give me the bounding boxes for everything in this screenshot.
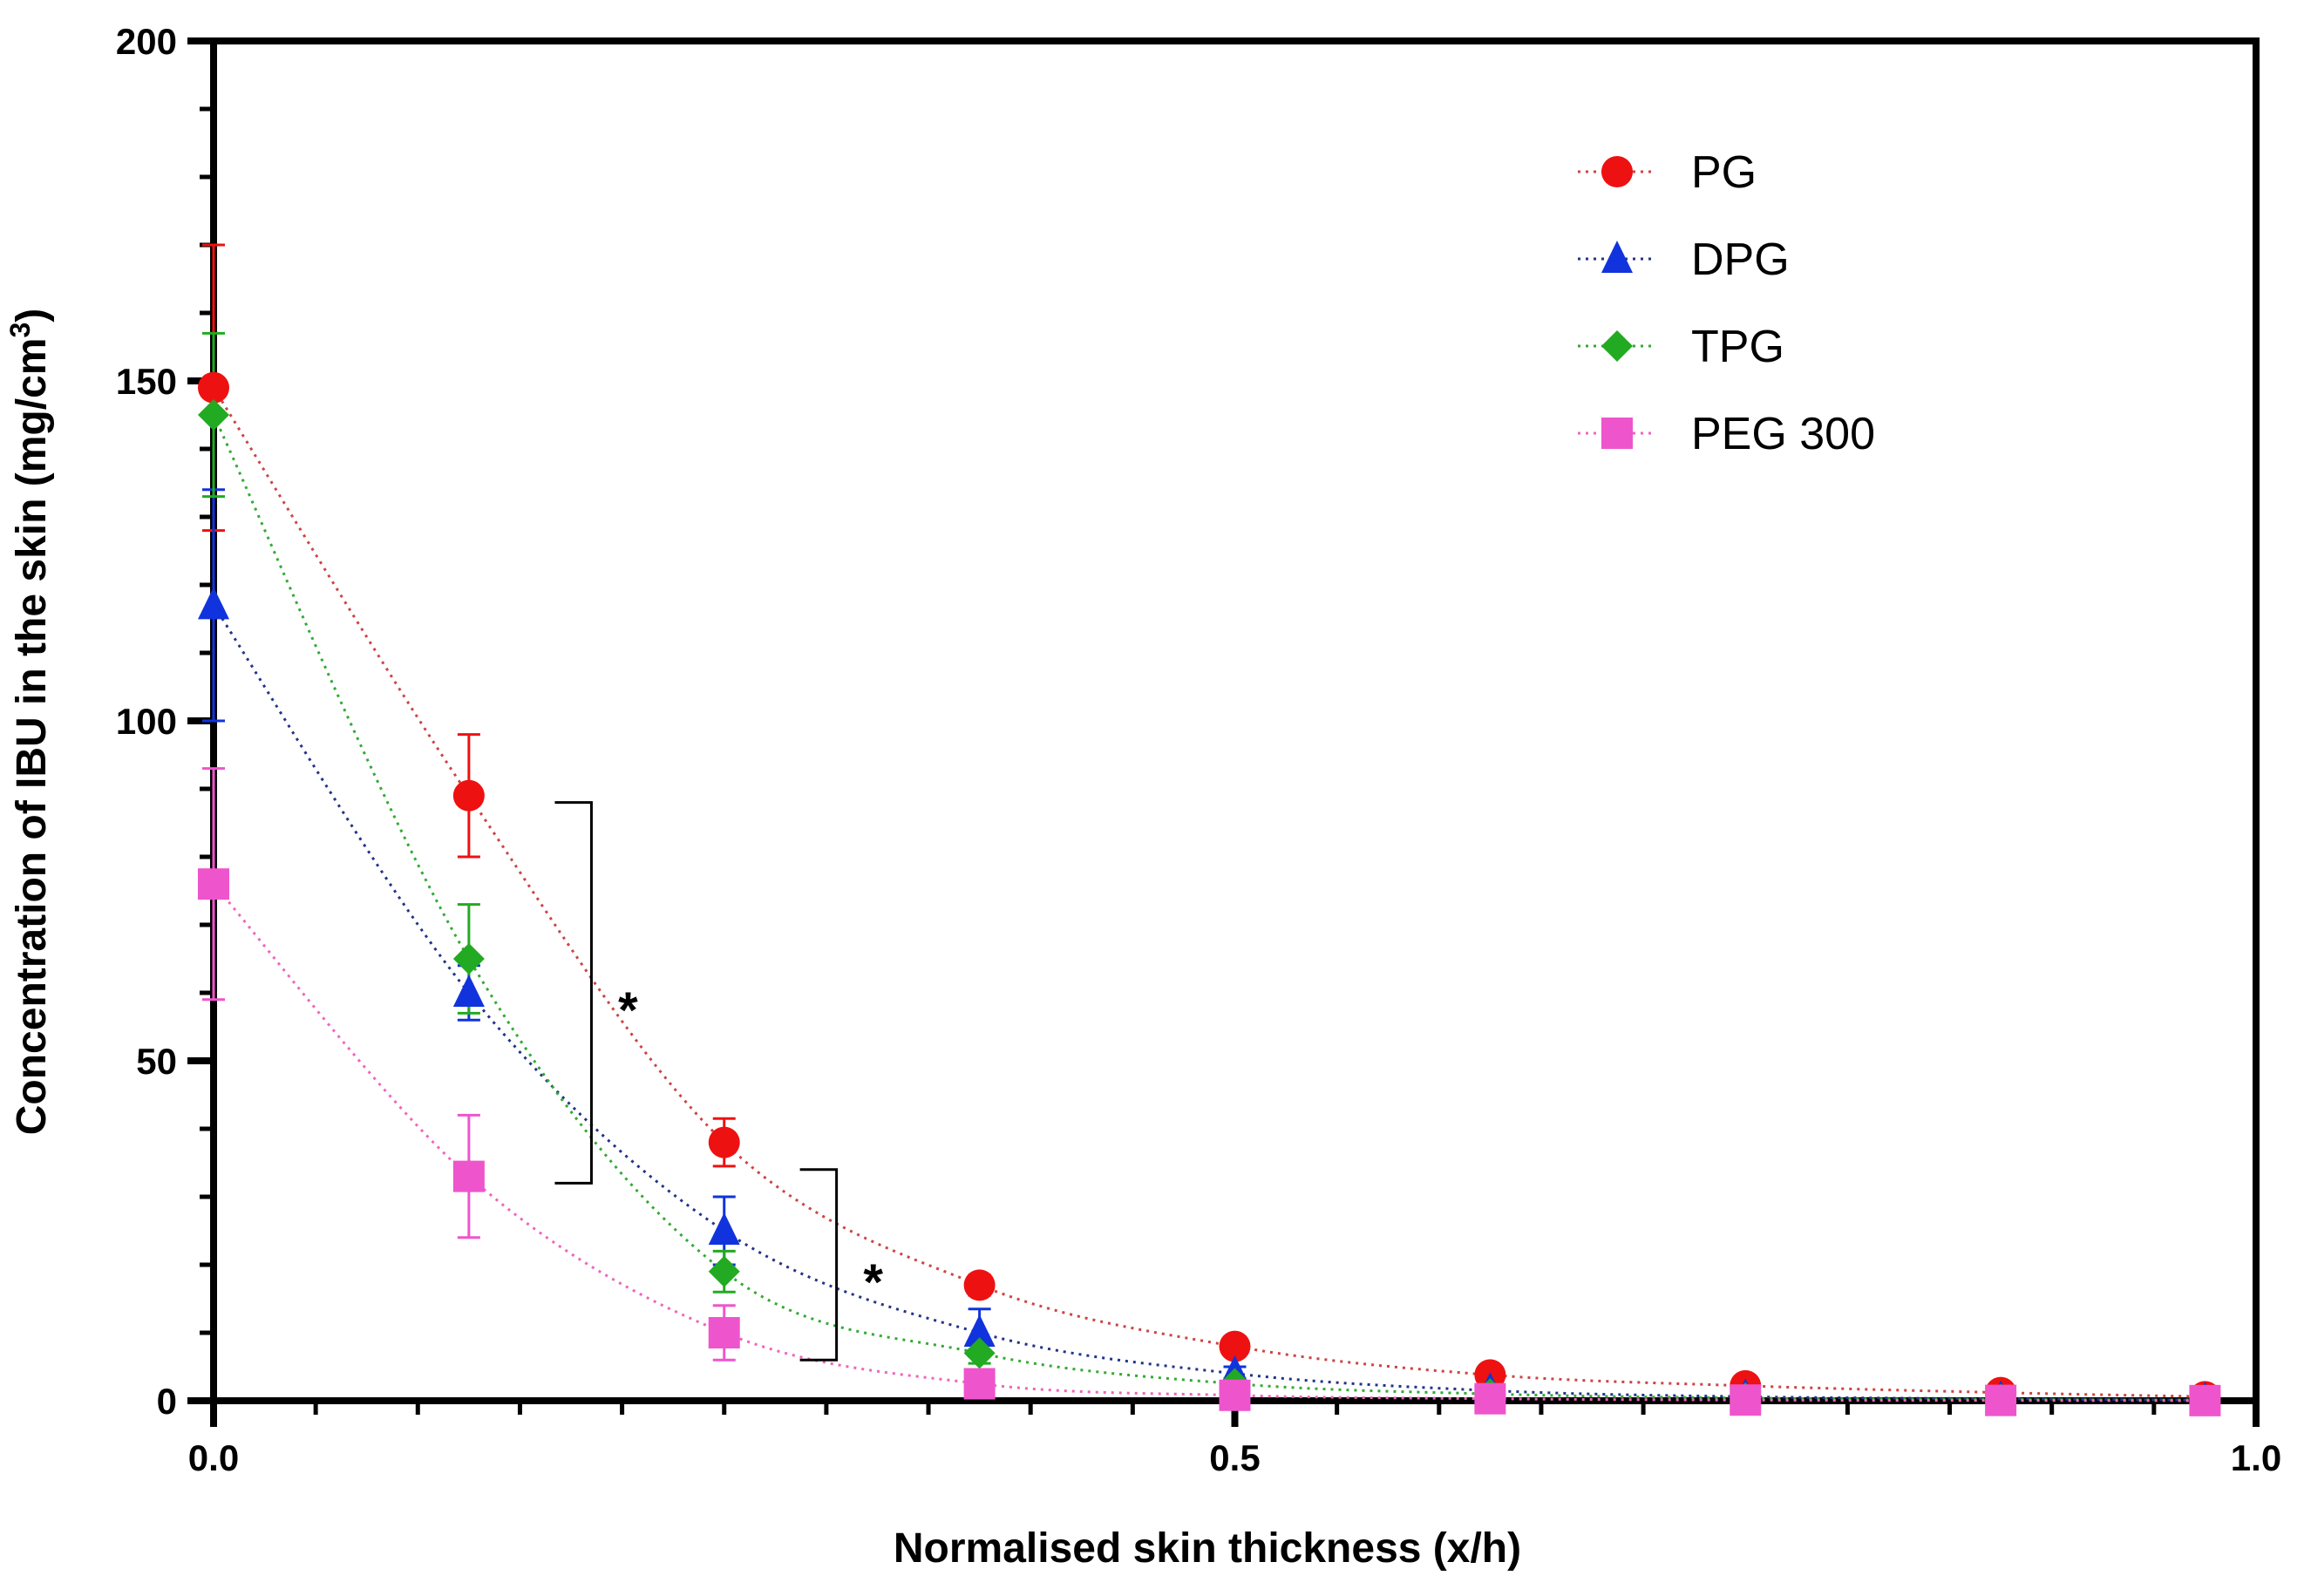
data-point-pg <box>452 779 485 812</box>
y-tick-label: 200 <box>116 21 177 62</box>
legend-item: DPG <box>1578 234 1790 285</box>
series-line-pg <box>212 387 2205 1398</box>
plot-frame <box>210 37 2260 1404</box>
y-tick-label: 50 <box>136 1041 177 1082</box>
data-point-peg-300 <box>708 1317 740 1348</box>
y-axis-title-sup: 3 <box>4 323 36 338</box>
data-point-peg-300 <box>1219 1379 1251 1411</box>
series-lines <box>212 387 2205 1402</box>
y-axis-title: Concentration of IBU in the skin (mg/cm3… <box>4 309 55 1136</box>
data-point-tpg <box>963 1337 996 1369</box>
legend-marker-pg <box>1601 156 1633 187</box>
legend-label: PEG 300 <box>1691 409 1875 459</box>
legend-item: TPG <box>1578 322 1784 372</box>
x-tick-label: 0.5 <box>1209 1437 1260 1478</box>
legend-item: PEG 300 <box>1578 409 1875 459</box>
y-axis-title-end: ) <box>9 309 55 323</box>
data-point-peg-300 <box>1985 1384 2017 1416</box>
data-point-peg-300 <box>963 1368 996 1400</box>
y-tick-label: 100 <box>116 701 177 742</box>
data-point-peg-300 <box>452 1160 485 1192</box>
data-point-pg <box>1219 1330 1251 1362</box>
legend-marker-dpg <box>1601 241 1633 273</box>
data-point-pg <box>963 1269 996 1301</box>
legend-marker-peg-300 <box>1601 418 1633 449</box>
data-point-dpg <box>452 975 485 1007</box>
legend-item: PG <box>1578 147 1757 198</box>
x-tick-label: 0.0 <box>188 1437 239 1478</box>
data-point-tpg <box>452 943 485 975</box>
legend-label: DPG <box>1691 234 1790 285</box>
significance-marker: * <box>618 982 638 1039</box>
legend-label: PG <box>1691 147 1757 198</box>
legend: PG DPG TPG PEG 300 <box>1578 147 1875 459</box>
series-line-tpg <box>212 414 2205 1402</box>
data-point-peg-300 <box>198 868 229 900</box>
data-point-dpg <box>708 1212 740 1245</box>
significance-marker: * <box>863 1254 883 1311</box>
data-point-peg-300 <box>1730 1384 1762 1416</box>
markers <box>198 371 2221 1416</box>
tick-labels: 0.0 0.5 1.0 0 50 100 150 200 <box>116 21 2281 1478</box>
series-line-dpg <box>212 604 2205 1402</box>
legend-marker-tpg <box>1601 330 1633 362</box>
data-point-pg <box>708 1126 740 1158</box>
significance-bracket <box>554 801 593 1185</box>
significance-bracket <box>799 1168 839 1362</box>
annotations: ** <box>554 801 883 1362</box>
data-point-peg-300 <box>2189 1384 2221 1416</box>
minor-ticks <box>200 106 2157 1415</box>
y-axis-title-main: Concentration of IBU in the skin (mg/cm <box>9 338 55 1136</box>
x-axis-title: Normalised skin thickness (x/h) <box>894 1525 1521 1572</box>
data-point-pg <box>198 371 229 404</box>
x-tick-label: 1.0 <box>2231 1437 2281 1478</box>
data-point-dpg <box>198 587 229 620</box>
legend-label: TPG <box>1691 322 1784 372</box>
series-line-peg-300 <box>212 883 2205 1402</box>
y-tick-label: 0 <box>157 1381 177 1422</box>
axes <box>187 37 2260 1427</box>
data-point-peg-300 <box>1474 1382 1506 1415</box>
data-point-dpg <box>963 1314 996 1347</box>
y-tick-label: 150 <box>116 361 177 402</box>
data-point-tpg <box>708 1255 740 1287</box>
data-point-tpg <box>198 399 229 431</box>
